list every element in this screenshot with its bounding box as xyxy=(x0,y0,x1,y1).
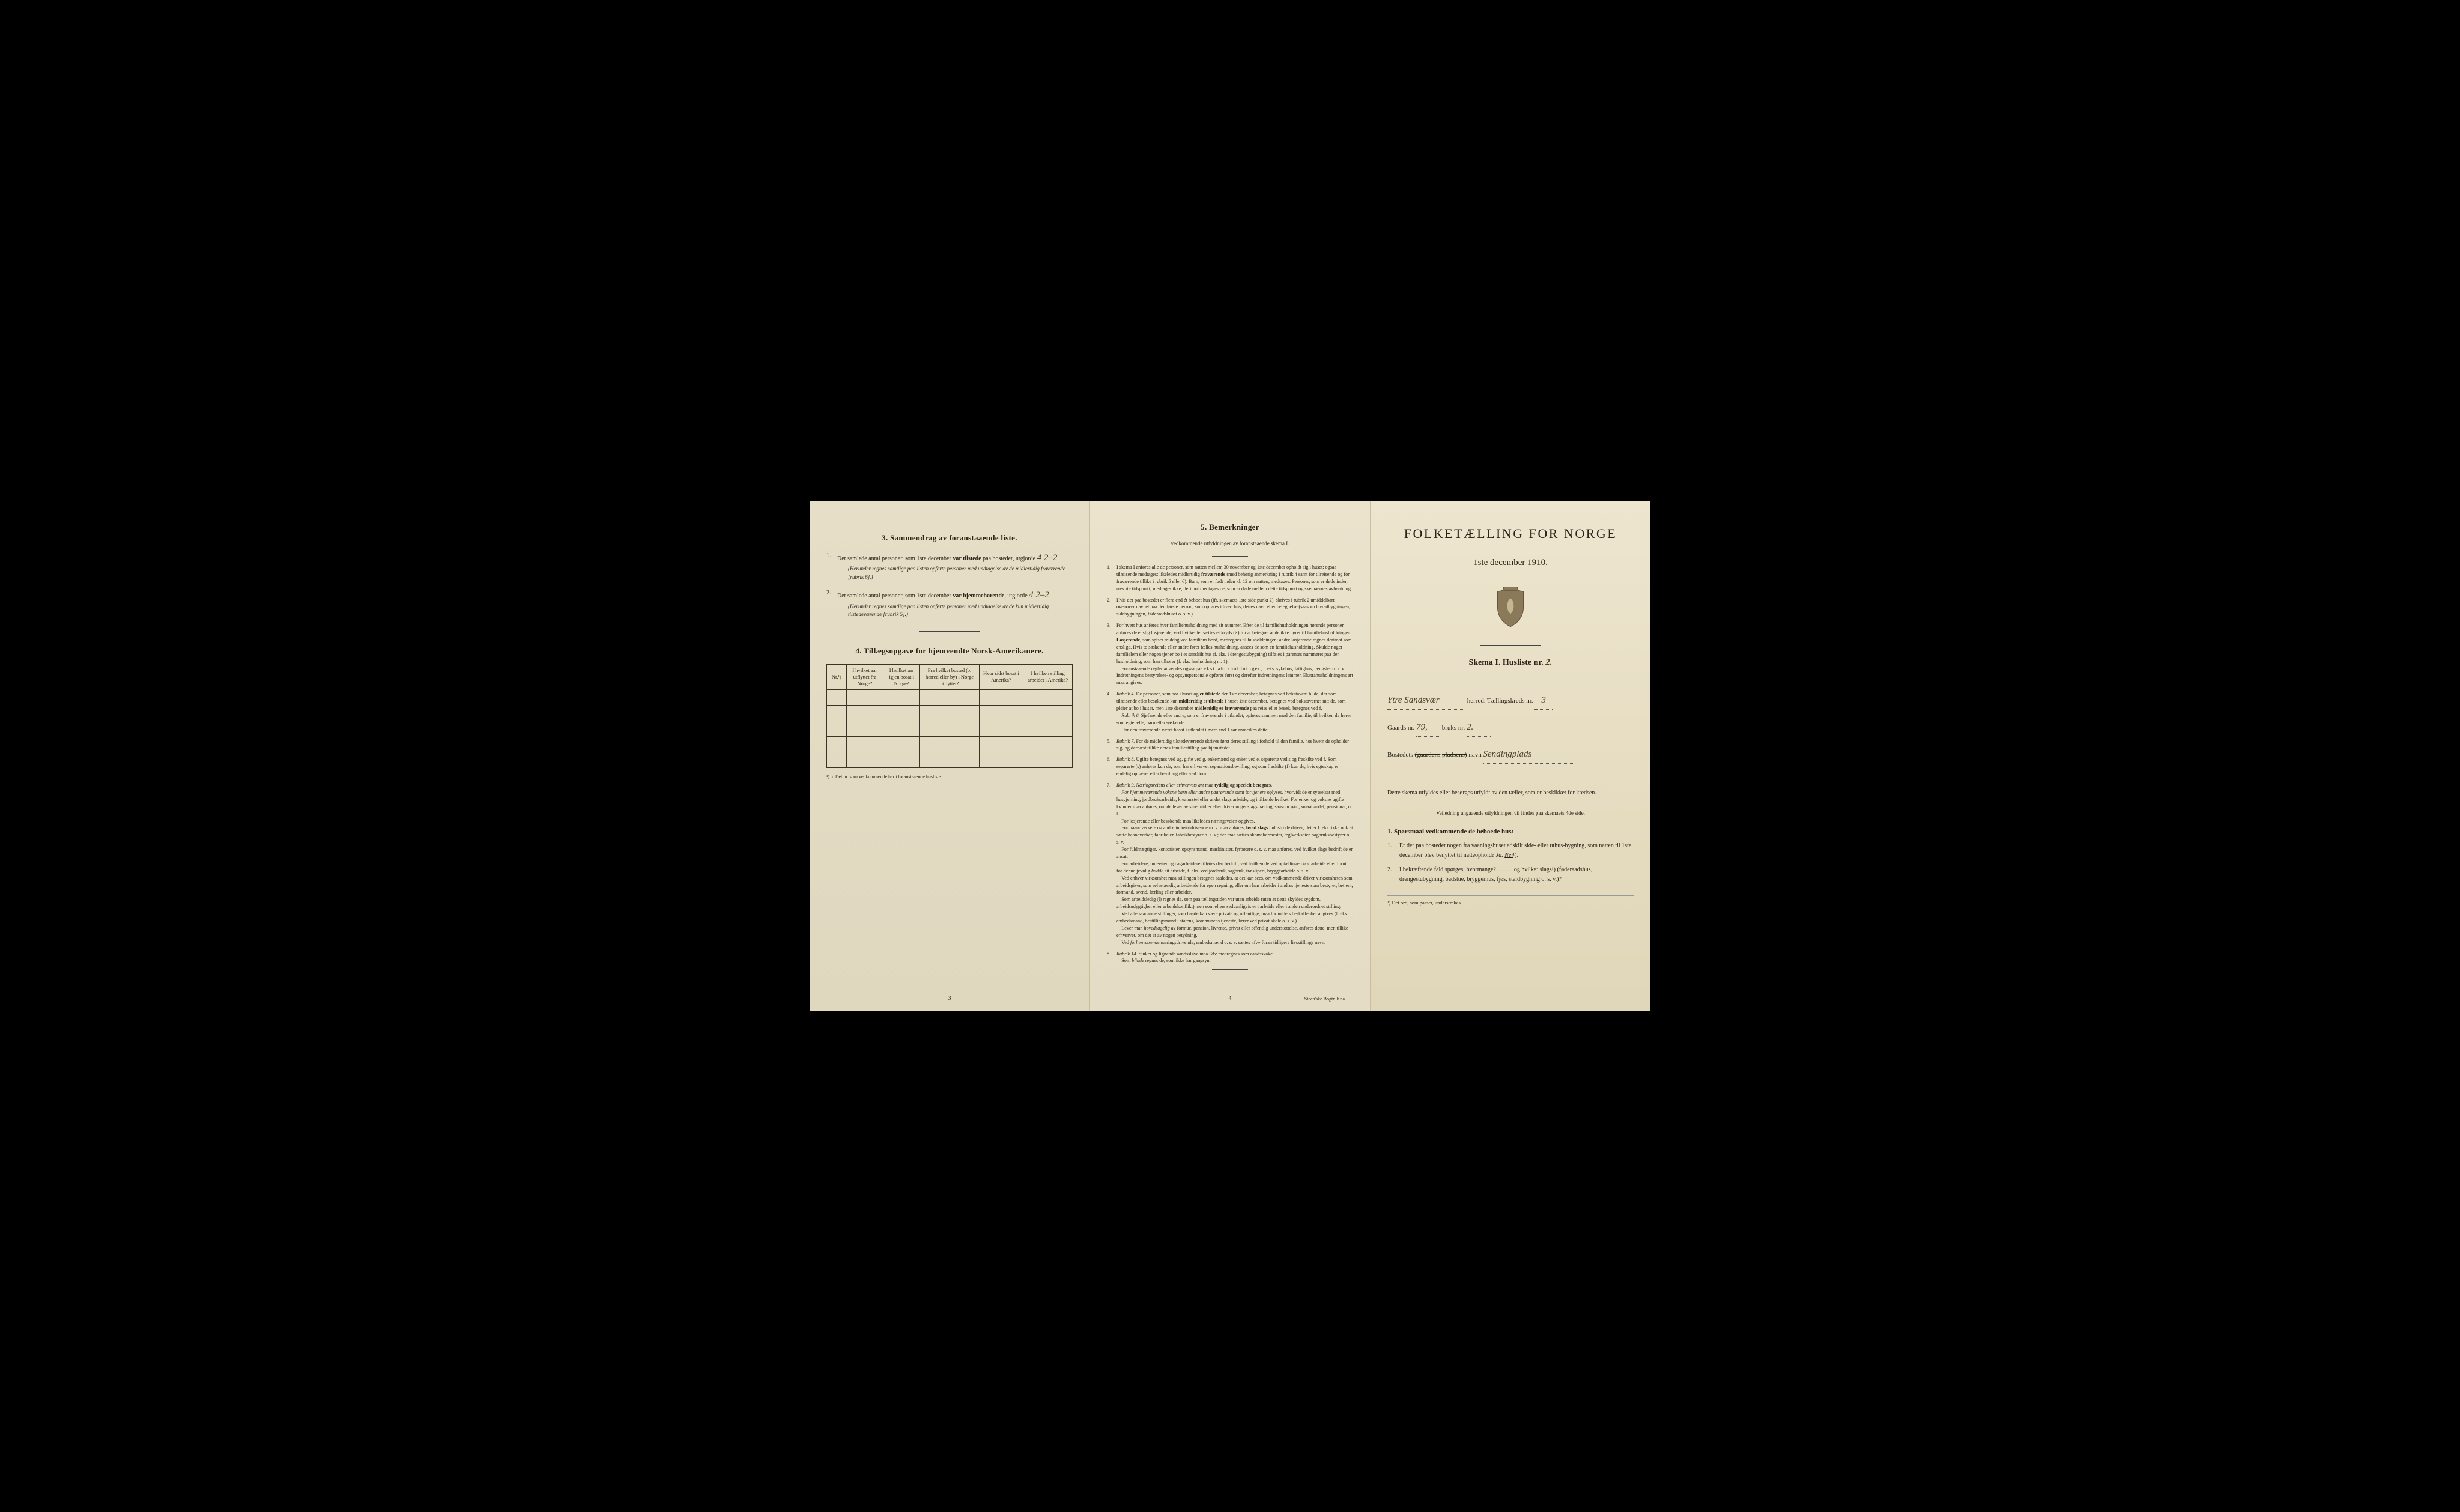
footnote: ¹) Det ord, som passer, understrekes. xyxy=(1387,895,1634,906)
coat-of-arms-icon xyxy=(1387,587,1634,631)
gaard-nr: 79, xyxy=(1416,719,1440,737)
kreds-nr: 3 xyxy=(1534,692,1553,710)
remark-item: 4.Rubrik 4. De personer, som bor i huset… xyxy=(1107,691,1353,733)
remark-item: 3.For hvert hus anføres hver familiehush… xyxy=(1107,622,1353,686)
gaard-line: Gaards nr. 79, bruks nr. 2. xyxy=(1387,719,1634,737)
emigrant-table: Nr.¹) I hvilket aar utflyttet fra Norge?… xyxy=(826,664,1073,768)
panel-middle: 5. Bemerkninger vedkommende utfyldningen… xyxy=(1090,501,1371,1011)
table-row xyxy=(827,752,1073,767)
bruks-nr: 2. xyxy=(1467,719,1491,737)
questions-heading: 1. Spørsmaal vedkommende de beboede hus: xyxy=(1387,828,1634,835)
schema-line: Skema I. Husliste nr. 2. xyxy=(1387,658,1634,668)
herred-line: Ytre Sandsvær herred. Tællingskreds nr. … xyxy=(1387,692,1634,710)
table-row xyxy=(827,705,1073,721)
summary-item-2: 2. Det samlede antal personer, som 1ste … xyxy=(826,588,1073,618)
summary-item-1: 1. Det samlede antal personer, som 1ste … xyxy=(826,551,1073,581)
page-number: 4 xyxy=(1229,995,1232,1002)
divider xyxy=(1480,645,1541,646)
footnote: ¹) ɔ: Det nr. som vedkommende har i fora… xyxy=(826,774,1073,779)
printer-mark: Steen'ske Bogtr. Kr.a. xyxy=(1304,996,1346,1002)
section-3-title: 3. Sammendrag av foranstaaende liste. xyxy=(826,533,1073,543)
section-5-title: 5. Bemerkninger xyxy=(1107,522,1353,532)
panel-left: 3. Sammendrag av foranstaaende liste. 1.… xyxy=(810,501,1090,1011)
bosted-handwritten: Sendingplads xyxy=(1483,746,1573,764)
guidance-text: Veiledning angaaende utfyldningen vil fi… xyxy=(1387,809,1634,817)
handwritten-value: 4 2–2 xyxy=(1029,590,1049,600)
table-row xyxy=(827,689,1073,705)
table-row xyxy=(827,736,1073,752)
panel-right: FOLKETÆLLING FOR NORGE 1ste december 191… xyxy=(1371,501,1650,1011)
remarks-list: 1.I skema I anføres alle de personer, so… xyxy=(1107,564,1353,964)
section-4-title: 4. Tillægsopgave for hjemvendte Norsk-Am… xyxy=(826,646,1073,656)
remark-item: 8.Rubrik 14. Sinker og lignende aandsslø… xyxy=(1107,951,1353,965)
divider xyxy=(919,631,980,632)
divider xyxy=(1212,556,1248,557)
section-5-sub: vedkommende utfyldningen av foranstaaend… xyxy=(1107,540,1353,546)
question-1: 1. Er der paa bostedet nogen fra vaaning… xyxy=(1387,841,1634,860)
handwritten-value: 4 2–2 xyxy=(1037,553,1058,563)
bosted-line: Bostedets (gaardens pladsens) navn Sendi… xyxy=(1387,746,1634,764)
remark-item: 1.I skema I anføres alle de personer, so… xyxy=(1107,564,1353,593)
husliste-nr: 2. xyxy=(1545,658,1552,667)
instruction-text: Dette skema utfyldes eller besørges utfy… xyxy=(1387,788,1634,798)
table-row xyxy=(827,721,1073,736)
main-title: FOLKETÆLLING FOR NORGE xyxy=(1387,526,1634,542)
main-subtitle: 1ste december 1910. xyxy=(1387,558,1634,568)
remark-item: 5.Rubrik 7. For de midlertidig tilstedev… xyxy=(1107,738,1353,752)
divider xyxy=(1212,969,1248,970)
remark-item: 6.Rubrik 8. Ugifte betegnes ved ug, gift… xyxy=(1107,756,1353,778)
document-triptych: 3. Sammendrag av foranstaaende liste. 1.… xyxy=(810,501,1650,1011)
answer-nei: Nei xyxy=(1504,852,1513,859)
remark-item: 2.Hvis der paa bostedet er flere end ét … xyxy=(1107,597,1353,618)
question-2: 2. I bekræftende fald spørges: hvormange… xyxy=(1387,865,1634,885)
herred-handwritten: Ytre Sandsvær xyxy=(1387,692,1465,710)
remark-item: 7.Rubrik 9. Næringsveiens eller erhverve… xyxy=(1107,782,1353,946)
page-number: 3 xyxy=(948,995,951,1002)
